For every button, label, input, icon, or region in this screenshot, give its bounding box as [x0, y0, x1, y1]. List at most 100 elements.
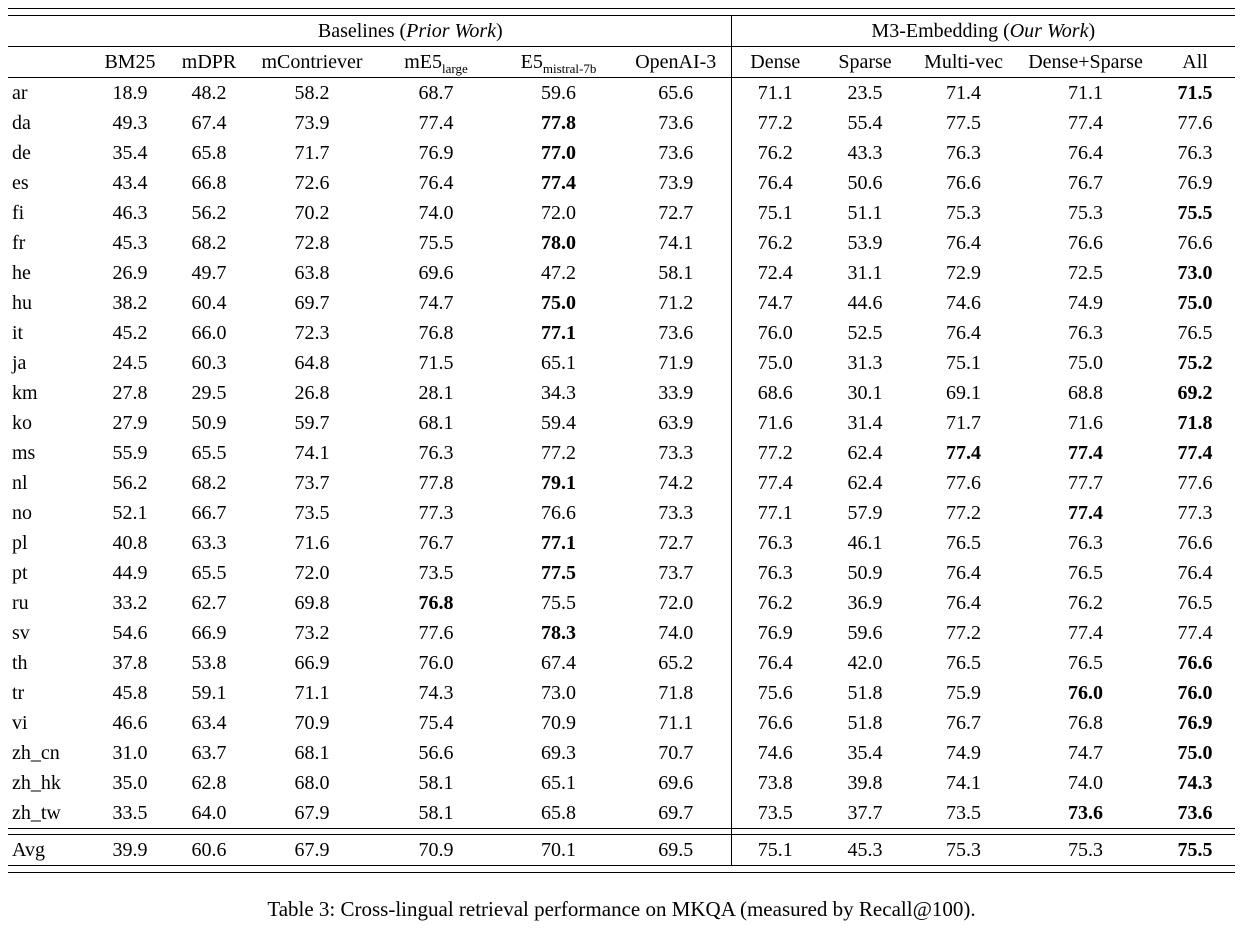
score-cell: 77.4 [730, 468, 820, 498]
score-cell: 77.2 [946, 502, 982, 524]
score-cell: 63.8 [294, 262, 330, 284]
score-cell: 37.8 [112, 652, 148, 674]
score-cell: 31.0 [112, 742, 148, 764]
score-cell: 76.0 [730, 318, 820, 348]
score-cell: 71.1 [294, 682, 330, 704]
score-cell: 72.6 [294, 172, 330, 194]
score-cell: 76.3 [1068, 532, 1104, 554]
score-cell: 76.9 [730, 618, 820, 648]
score-cell: 77.2 [730, 438, 820, 468]
group-header-baselines: Baselines (Prior Work) [90, 15, 732, 47]
score-cell: 68.1 [294, 742, 330, 764]
score-cell: 68.6 [730, 378, 820, 408]
score-cell: 65.1 [541, 352, 576, 374]
score-cell: 75.4 [418, 712, 454, 734]
score-cell: 45.2 [112, 322, 148, 344]
table-row: es 43.4 66.8 72.6 76.4 77.4 73.9 76.4 50.6 76.6 76… [8, 168, 1235, 198]
score-cell: 60.3 [191, 352, 227, 374]
table-row: ru 33.2 62.7 69.8 76.8 75.5 72.0 76.2 36.9 76.4 76… [8, 588, 1235, 618]
language-label: pt [12, 562, 28, 584]
score-cell: 75.5 [1177, 202, 1213, 224]
score-cell: 51.1 [847, 202, 883, 224]
score-cell: 77.6 [1177, 112, 1213, 134]
score-cell: 65.2 [658, 652, 694, 674]
score-cell: 70.2 [294, 202, 330, 224]
score-cell: 73.0 [541, 682, 576, 704]
score-cell: 62.8 [191, 772, 227, 794]
score-cell: 31.3 [847, 352, 883, 374]
score-cell: 76.0 [1068, 682, 1104, 704]
score-cell: 77.6 [946, 472, 982, 494]
score-cell: 77.2 [541, 442, 576, 464]
score-cell: 55.4 [847, 112, 883, 134]
score-cell: 76.4 [418, 172, 454, 194]
score-cell: 77.4 [1068, 622, 1104, 644]
score-cell: 73.0 [1177, 262, 1213, 284]
score-cell: 75.6 [730, 678, 820, 708]
score-cell: 74.6 [946, 292, 982, 314]
score-cell: 76.4 [730, 168, 820, 198]
score-cell: 77.4 [946, 442, 982, 464]
score-cell: 65.5 [191, 562, 227, 584]
score-cell: 76.0 [1177, 682, 1213, 704]
score-cell: 76.4 [946, 592, 982, 614]
table-row: da 49.3 67.4 73.9 77.4 77.8 73.6 77.2 55.4 77.5 77… [8, 108, 1235, 138]
score-cell: 76.8 [1068, 712, 1104, 734]
score-cell: 73.5 [418, 562, 454, 584]
score-cell: 69.7 [658, 802, 694, 824]
score-cell: 68.2 [191, 232, 227, 254]
column-header: mDPR [170, 46, 248, 78]
score-cell: 72.0 [541, 202, 576, 224]
score-cell: 77.4 [1068, 112, 1104, 134]
score-cell: 58.1 [658, 262, 694, 284]
score-cell: 76.5 [1068, 652, 1104, 674]
score-cell: 77.1 [541, 532, 576, 554]
score-cell: 76.5 [946, 652, 982, 674]
score-cell: 73.6 [658, 112, 694, 134]
score-cell: 72.3 [294, 322, 330, 344]
column-header: mE5large [376, 46, 496, 78]
score-cell: 26.9 [112, 262, 148, 284]
column-header: OpenAI-3 [621, 46, 732, 78]
score-cell: 76.5 [1177, 592, 1213, 614]
language-label: hu [12, 292, 32, 314]
table-caption: Table 3: Cross-lingual retrieval perform… [267, 897, 976, 921]
score-cell: 71.7 [294, 142, 330, 164]
score-cell: 59.6 [847, 622, 883, 644]
group-header-m3-embedding: M3-Embedding (Our Work) [730, 15, 1236, 47]
score-cell: 74.1 [658, 232, 694, 254]
score-cell: 33.9 [658, 382, 694, 404]
group-label-text: M3-Embedding ( [871, 20, 1010, 42]
score-cell: 75.3 [1068, 202, 1104, 224]
score-cell: 74.6 [730, 738, 820, 768]
score-cell: 33.2 [112, 592, 148, 614]
score-cell: 27.9 [112, 412, 148, 434]
score-cell: 24.5 [112, 352, 148, 374]
score-cell: 73.3 [658, 442, 694, 464]
column-header: Dense [730, 46, 820, 78]
score-cell: 63.9 [658, 412, 694, 434]
score-cell: 38.2 [112, 292, 148, 314]
score-cell: 56.2 [112, 472, 148, 494]
table-row: no 52.1 66.7 73.5 77.3 76.6 73.3 77.1 57.9 77.2 77… [8, 498, 1235, 528]
table-row: pl 40.8 63.3 71.6 76.7 77.1 72.7 76.3 46.1 76.5 76… [8, 528, 1235, 558]
score-cell: 58.1 [418, 802, 454, 824]
score-cell: 75.1 [730, 198, 820, 228]
score-cell: 73.6 [658, 322, 694, 344]
score-cell: 77.5 [946, 112, 982, 134]
score-cell: 51.8 [847, 682, 883, 704]
score-cell: 35.0 [112, 772, 148, 794]
score-cell: 76.4 [946, 322, 982, 344]
language-label: sv [12, 622, 30, 644]
score-cell: 71.4 [946, 82, 982, 104]
score-cell: 55.9 [112, 442, 148, 464]
score-cell: 62.7 [191, 592, 227, 614]
score-cell: 74.2 [658, 472, 694, 494]
group-label-text: Baselines ( [317, 20, 407, 42]
score-cell: 43.3 [847, 142, 883, 164]
score-cell: 69.7 [294, 292, 330, 314]
score-cell: 71.8 [658, 682, 694, 704]
column-header: mContriever [248, 46, 376, 78]
score-cell: 76.4 [1068, 142, 1104, 164]
score-cell: 73.6 [658, 142, 694, 164]
